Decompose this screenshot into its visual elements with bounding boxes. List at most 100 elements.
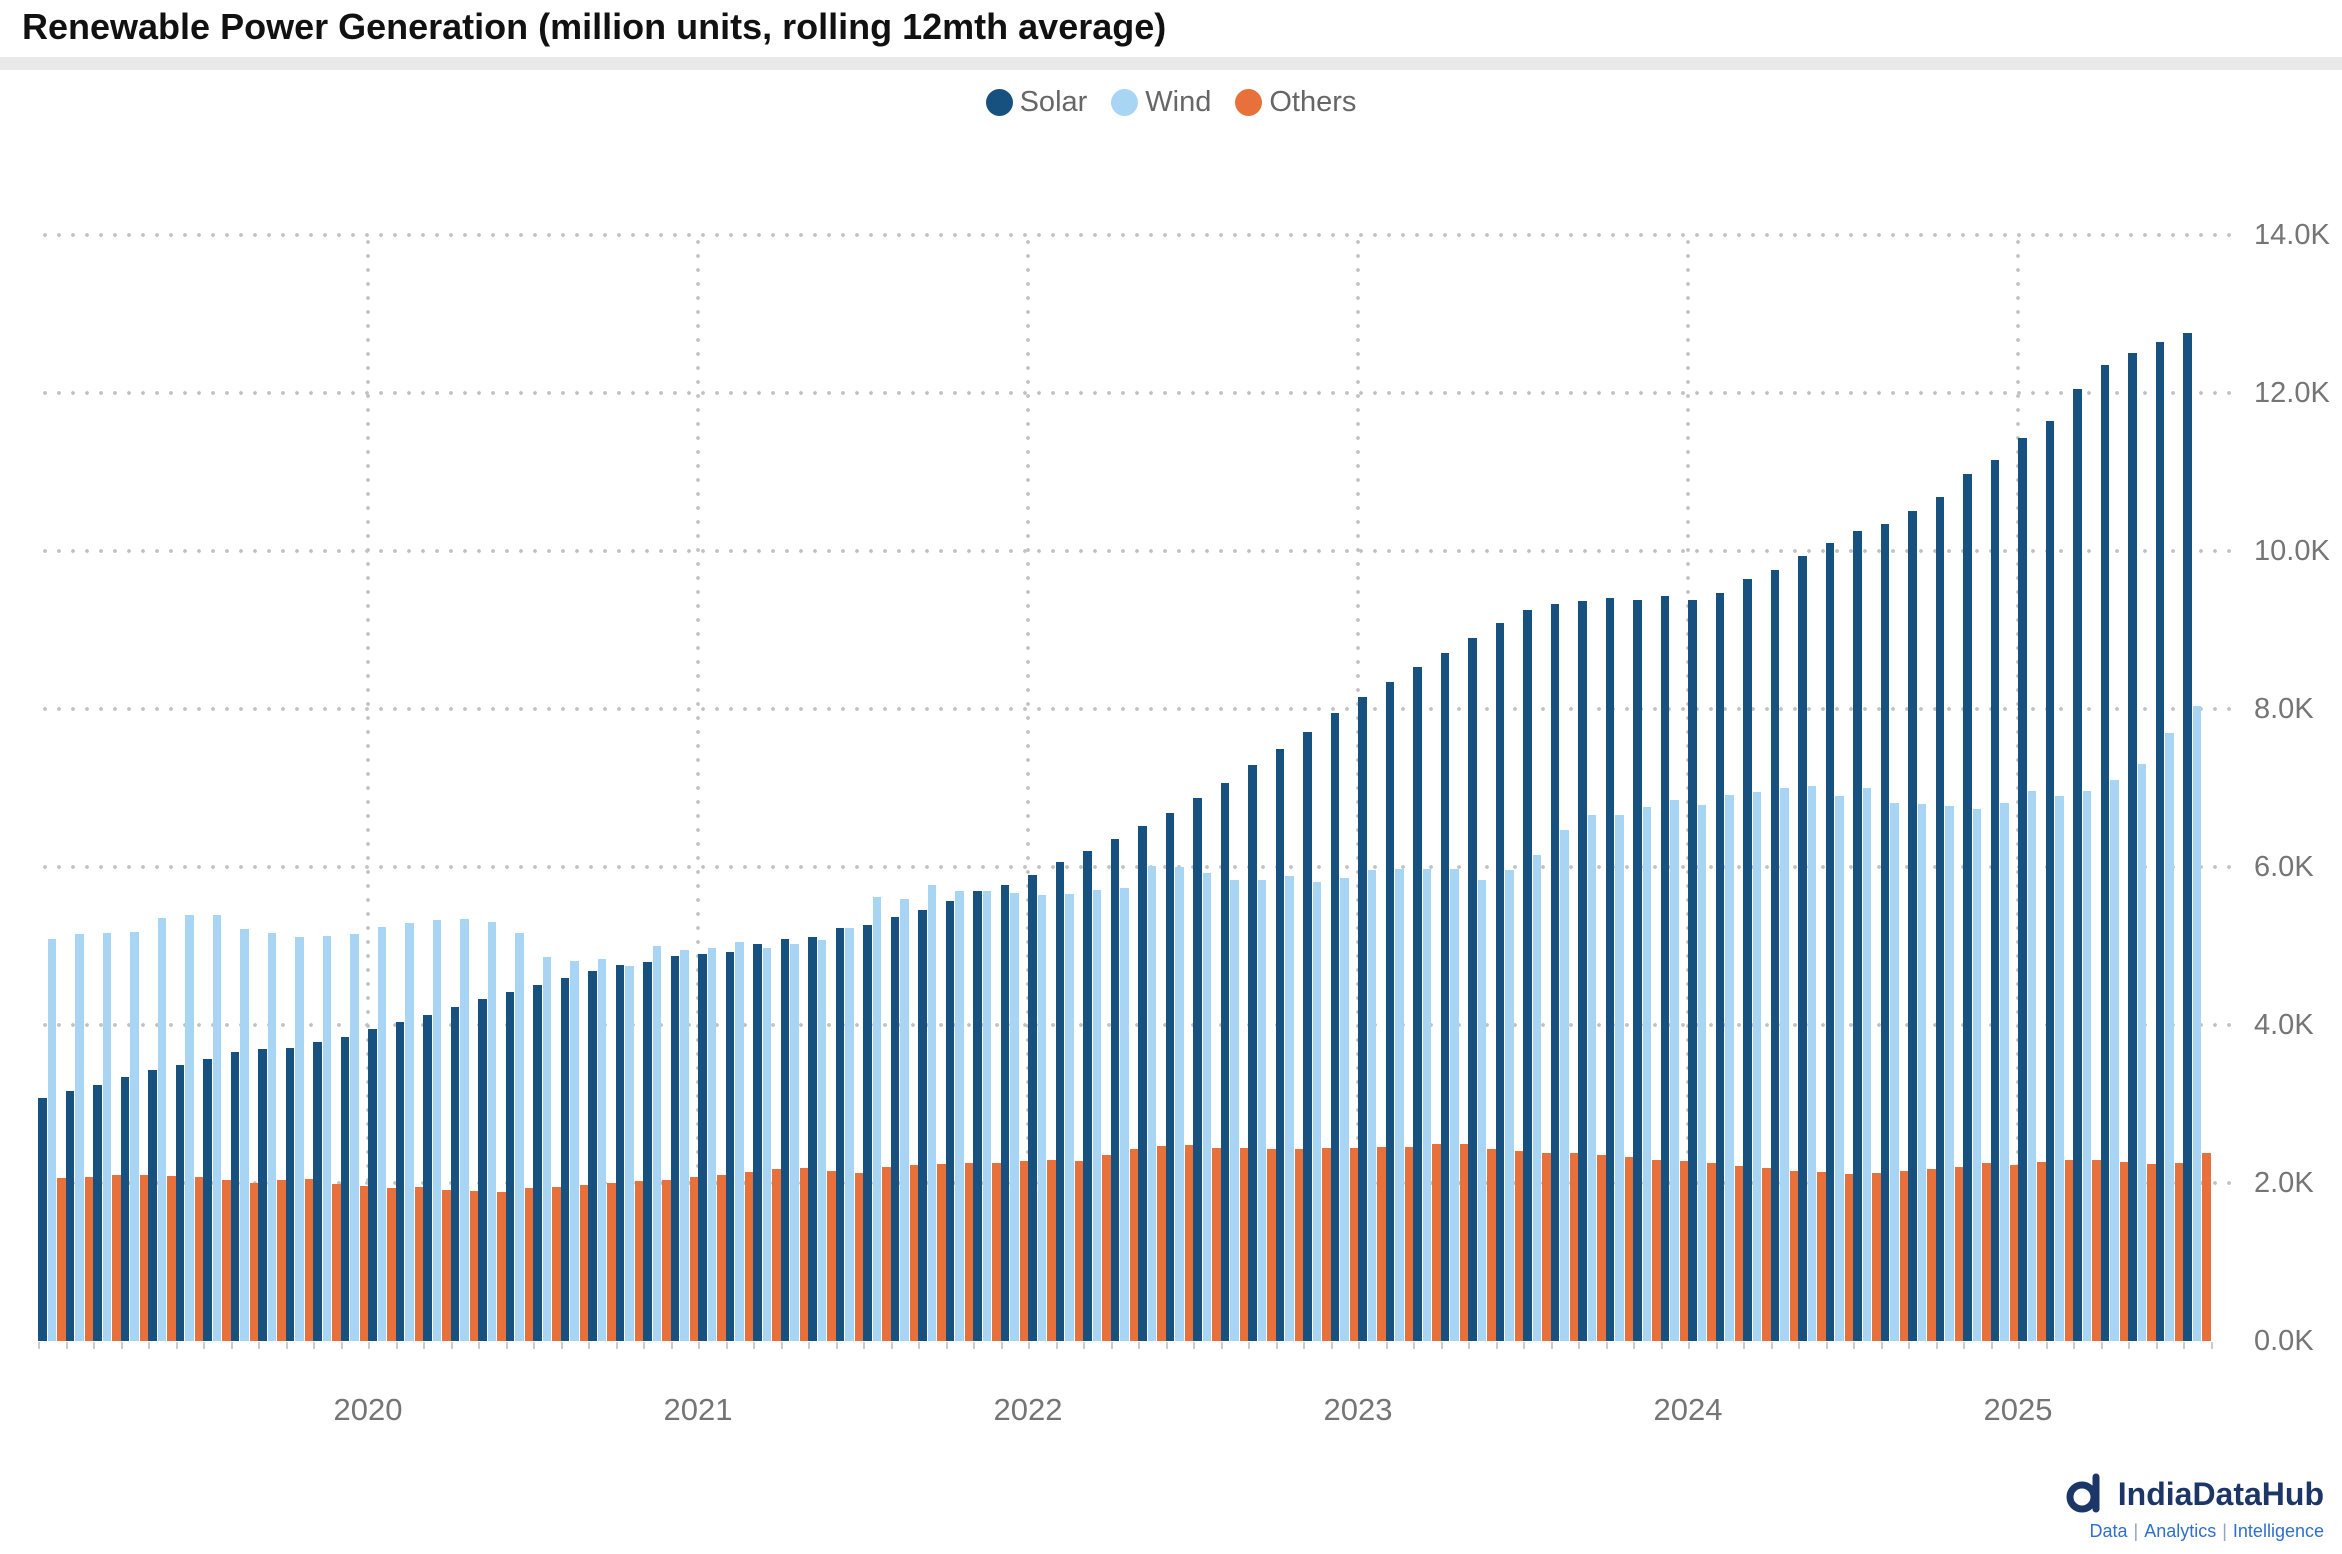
bar-solar-2025-04[interactable] — [2100, 364, 2110, 1341]
bar-solar-2022-07[interactable] — [1193, 798, 1202, 1341]
bar-wind-2023-05[interactable] — [1477, 879, 1487, 1341]
bar-solar-2022-02[interactable] — [1055, 862, 1065, 1341]
bar-wind-2024-05[interactable] — [1807, 786, 1817, 1341]
bar-solar-2019-12[interactable] — [340, 1036, 350, 1341]
bar-others-2024-04[interactable] — [1789, 1170, 1799, 1341]
bar-wind-2024-12[interactable] — [2000, 803, 2009, 1341]
bar-wind-2022-06[interactable] — [1175, 867, 1184, 1341]
bar-wind-2020-07[interactable] — [542, 956, 552, 1341]
bar-others-2024-03[interactable] — [1762, 1168, 1771, 1341]
bar-solar-2023-10[interactable] — [1605, 598, 1615, 1341]
bar-solar-2023-03[interactable] — [1413, 667, 1422, 1341]
bar-wind-2024-10[interactable] — [1945, 806, 1954, 1341]
bar-solar-2023-12[interactable] — [1660, 596, 1670, 1341]
bar-solar-2022-09[interactable] — [1248, 765, 1257, 1341]
bar-solar-2020-11[interactable] — [643, 961, 652, 1341]
bar-wind-2023-09[interactable] — [1587, 814, 1597, 1341]
bar-wind-2023-11[interactable] — [1642, 806, 1652, 1341]
bar-wind-2019-04[interactable] — [130, 931, 139, 1341]
bar-solar-2024-01[interactable] — [1688, 599, 1697, 1341]
bar-wind-2022-12[interactable] — [1340, 878, 1349, 1341]
bar-solar-2024-12[interactable] — [1990, 460, 2000, 1341]
bar-wind-2023-10[interactable] — [1615, 814, 1624, 1341]
bar-wind-2019-01[interactable] — [47, 938, 57, 1341]
bar-wind-2021-04[interactable] — [790, 944, 799, 1341]
bar-others-2022-07[interactable] — [1212, 1148, 1221, 1341]
bar-solar-2020-09[interactable] — [588, 971, 597, 1341]
bar-others-2024-08[interactable] — [1899, 1171, 1909, 1341]
legend-item-wind[interactable]: Wind — [1111, 86, 1211, 119]
bar-others-2023-11[interactable] — [1652, 1160, 1661, 1341]
legend-item-others[interactable]: Others — [1235, 86, 1356, 119]
bar-wind-2020-04[interactable] — [460, 918, 469, 1341]
bar-solar-2025-02[interactable] — [2045, 421, 2055, 1341]
bar-wind-2020-08[interactable] — [570, 961, 579, 1341]
bar-solar-2020-05[interactable] — [478, 998, 487, 1341]
bar-solar-2019-07[interactable] — [203, 1058, 212, 1341]
bar-wind-2024-07[interactable] — [1862, 788, 1872, 1341]
bar-solar-2024-08[interactable] — [1880, 524, 1890, 1341]
bar-solar-2020-01[interactable] — [368, 1029, 377, 1341]
bar-solar-2021-07[interactable] — [863, 924, 872, 1341]
bar-wind-2023-04[interactable] — [1450, 868, 1459, 1341]
bar-others-2023-03[interactable] — [1432, 1143, 1441, 1341]
bar-others-2022-03[interactable] — [1102, 1155, 1111, 1341]
bar-wind-2024-01[interactable] — [1697, 804, 1707, 1341]
bar-solar-2019-01[interactable] — [38, 1097, 47, 1341]
bar-solar-2024-07[interactable] — [1853, 530, 1862, 1341]
bar-wind-2022-10[interactable] — [1285, 875, 1294, 1341]
bar-others-2021-10[interactable] — [964, 1162, 974, 1341]
bar-solar-2021-03[interactable] — [753, 943, 762, 1341]
bar-solar-2021-12[interactable] — [1000, 885, 1010, 1341]
bar-wind-2022-02[interactable] — [1065, 893, 1074, 1341]
bar-others-2022-06[interactable] — [1184, 1144, 1194, 1341]
bar-wind-2021-09[interactable] — [927, 885, 937, 1341]
bar-wind-2025-06[interactable] — [2165, 733, 2174, 1341]
bar-others-2020-08[interactable] — [579, 1184, 589, 1341]
bar-wind-2020-12[interactable] — [680, 949, 689, 1341]
bar-others-2025-03[interactable] — [2092, 1160, 2101, 1341]
bar-solar-2019-09[interactable] — [258, 1049, 267, 1341]
bar-others-2019-05[interactable] — [167, 1176, 176, 1341]
bar-solar-2019-04[interactable] — [120, 1077, 130, 1341]
bar-wind-2021-12[interactable] — [1010, 892, 1019, 1341]
bar-solar-2020-08[interactable] — [560, 977, 570, 1341]
bar-wind-2021-03[interactable] — [762, 947, 772, 1341]
bar-wind-2022-08[interactable] — [1230, 880, 1239, 1341]
bar-wind-2021-02[interactable] — [735, 942, 744, 1341]
bar-wind-2019-02[interactable] — [75, 934, 84, 1341]
bar-wind-2020-02[interactable] — [405, 923, 414, 1341]
bar-others-2022-01[interactable] — [1047, 1160, 1056, 1341]
bar-others-2024-09[interactable] — [1927, 1169, 1936, 1341]
bar-solar-2022-01[interactable] — [1028, 874, 1037, 1341]
bar-solar-2024-09[interactable] — [1908, 510, 1917, 1341]
bar-others-2024-12[interactable] — [2009, 1165, 2019, 1341]
bar-others-2021-02[interactable] — [744, 1172, 754, 1341]
bar-solar-2020-04[interactable] — [450, 1006, 460, 1341]
bar-solar-2022-11[interactable] — [1303, 731, 1312, 1341]
bar-others-2022-09[interactable] — [1267, 1149, 1276, 1341]
bar-wind-2025-03[interactable] — [2082, 790, 2092, 1341]
bar-wind-2022-05[interactable] — [1147, 866, 1157, 1341]
bar-others-2021-06[interactable] — [854, 1172, 864, 1341]
bar-solar-2025-03[interactable] — [2073, 389, 2082, 1341]
bar-wind-2020-03[interactable] — [432, 919, 442, 1341]
bar-solar-2020-10[interactable] — [615, 965, 625, 1341]
bar-others-2022-11[interactable] — [1322, 1148, 1331, 1341]
bar-wind-2019-03[interactable] — [102, 933, 112, 1341]
bar-others-2023-02[interactable] — [1404, 1147, 1414, 1341]
bar-others-2023-09[interactable] — [1597, 1154, 1606, 1341]
bar-solar-2025-01[interactable] — [2018, 438, 2027, 1341]
bar-solar-2023-11[interactable] — [1633, 599, 1642, 1341]
bar-solar-2019-10[interactable] — [285, 1047, 295, 1341]
bar-solar-2022-10[interactable] — [1275, 749, 1285, 1341]
bar-wind-2020-06[interactable] — [515, 933, 524, 1341]
bar-wind-2020-11[interactable] — [652, 946, 662, 1341]
bar-others-2019-01[interactable] — [57, 1177, 66, 1341]
bar-others-2019-03[interactable] — [112, 1175, 121, 1341]
bar-wind-2023-07[interactable] — [1532, 855, 1542, 1341]
bar-solar-2022-04[interactable] — [1110, 839, 1120, 1341]
bar-wind-2024-06[interactable] — [1835, 796, 1844, 1341]
bar-others-2023-01[interactable] — [1377, 1146, 1386, 1341]
bar-others-2019-02[interactable] — [84, 1177, 94, 1341]
